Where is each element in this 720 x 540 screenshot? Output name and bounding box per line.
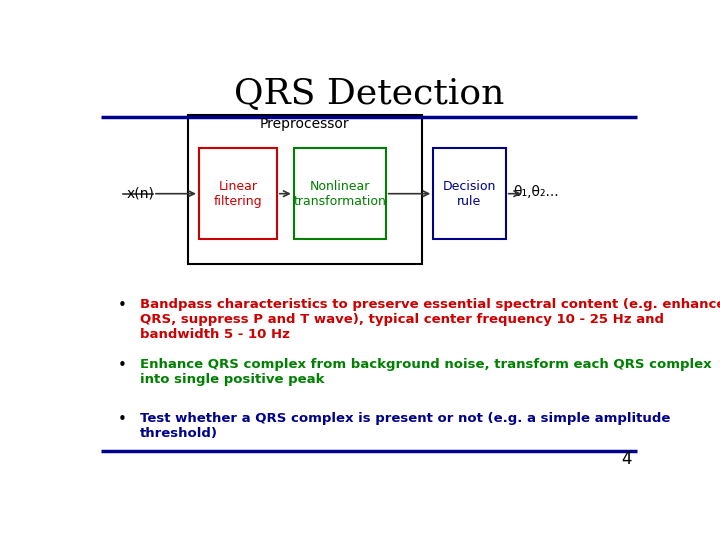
Text: Bandpass characteristics to preserve essential spectral content (e.g. enhance
QR: Bandpass characteristics to preserve ess… — [140, 298, 720, 341]
Bar — [294, 148, 386, 239]
Text: QRS Detection: QRS Detection — [234, 77, 504, 111]
Text: Test whether a QRS complex is present or not (e.g. a simple amplitude
threshold): Test whether a QRS complex is present or… — [140, 412, 670, 440]
Text: •: • — [118, 298, 127, 313]
Text: Decision
rule: Decision rule — [443, 180, 496, 208]
Text: Preprocessor: Preprocessor — [260, 117, 350, 131]
Text: Enhance QRS complex from background noise, transform each QRS complex
into singl: Enhance QRS complex from background nois… — [140, 358, 712, 386]
Text: Linear
filtering: Linear filtering — [214, 180, 262, 208]
Bar — [433, 148, 505, 239]
Text: 4: 4 — [621, 450, 631, 468]
Bar — [188, 114, 422, 265]
Text: θ₁,θ₂...: θ₁,θ₂... — [513, 185, 559, 199]
Bar — [199, 148, 277, 239]
Text: •: • — [118, 412, 127, 427]
Text: x(n): x(n) — [126, 187, 154, 201]
Text: •: • — [118, 358, 127, 373]
Text: Nonlinear
transformation: Nonlinear transformation — [293, 180, 386, 208]
